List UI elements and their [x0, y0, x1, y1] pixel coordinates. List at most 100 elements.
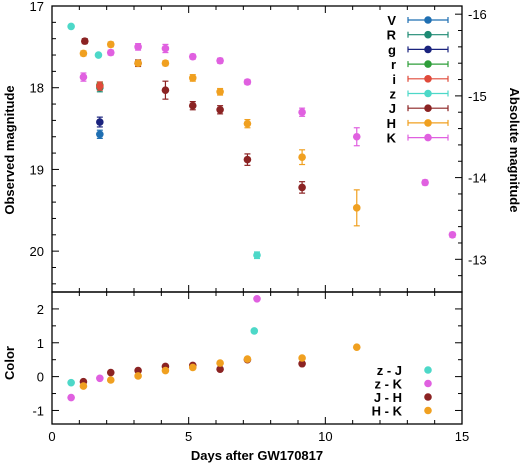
legend-label-r: r: [391, 57, 396, 72]
data-point-k: [79, 73, 88, 81]
x-tick-label: 10: [318, 429, 332, 444]
y-axis-label-absolute: Absolute magnitude: [507, 88, 520, 213]
data-point-v: [96, 130, 104, 139]
legend-marker-k: [424, 133, 432, 142]
legend-marker-j-h: [424, 393, 432, 401]
y-axis-label-observed: Observed magnitude: [2, 85, 17, 214]
data-point-k: [134, 43, 142, 51]
data-point-k: [106, 48, 115, 57]
legend-label-z: z: [390, 87, 397, 102]
data-point-j-h: [216, 365, 224, 373]
data-point-h-k: [79, 382, 88, 390]
data-point-h: [161, 59, 170, 67]
plot-frame: [51, 291, 463, 425]
data-point-j: [188, 101, 197, 110]
data-point-k: [421, 178, 429, 187]
data-point-k: [298, 108, 306, 117]
legend-label-r: R: [387, 28, 397, 43]
y-right-tick-label: -14: [468, 171, 487, 186]
y-tick-label: 17: [30, 0, 44, 14]
data-point-h-k: [188, 363, 197, 372]
data-point-z: [67, 22, 75, 31]
legend-label-z-k: z - K: [375, 377, 403, 392]
data-point-k: [216, 56, 224, 65]
legend-marker-v: [424, 16, 432, 24]
data-point-h: [352, 204, 361, 212]
legend-label-g: g: [388, 42, 396, 57]
data-point-h-k: [216, 359, 224, 367]
data-point-j: [216, 105, 224, 114]
legend-marker-g: [424, 45, 432, 54]
data-point-z: [94, 51, 103, 59]
data-point-h: [106, 40, 115, 49]
data-point-h-k: [106, 376, 115, 384]
legend-marker-z-k: [424, 379, 432, 388]
legend-label-j-h: J - H: [374, 390, 402, 405]
data-point-k: [243, 78, 252, 86]
plot-frame: [51, 5, 463, 293]
legend-marker-r: [424, 30, 432, 39]
legend-marker-h-k: [424, 406, 432, 415]
legend-label-h: H: [387, 116, 396, 131]
legend-marker-i: [424, 75, 432, 83]
y-right-tick-label: -15: [468, 89, 487, 104]
y-tick-label: 18: [30, 81, 44, 96]
legend-marker-r: [424, 60, 432, 68]
x-axis-label: Days after GW170817: [191, 448, 323, 463]
y-tick-label: 2: [37, 302, 44, 317]
legend-marker-z: [424, 89, 432, 98]
data-point-z-j: [250, 327, 259, 335]
legend-label-k: K: [387, 131, 397, 146]
data-point-g: [96, 118, 104, 126]
data-point-h: [134, 59, 142, 67]
data-point-j: [81, 37, 89, 45]
data-point-z-k: [253, 294, 261, 303]
data-point-z: [253, 251, 261, 260]
x-tick-label: 15: [455, 429, 469, 444]
data-point-z-j: [67, 378, 75, 387]
data-point-h-k: [134, 372, 142, 380]
data-point-h: [216, 88, 224, 96]
data-point-h-k: [161, 366, 170, 375]
data-point-i: [96, 82, 104, 90]
data-point-k: [448, 231, 457, 239]
legend-marker-h: [424, 119, 432, 127]
legend-label-v: V: [387, 13, 396, 28]
color-panel: 0 5 10 15 -1 0 1 2 z - Jz - KJ - HH - K: [32, 291, 469, 444]
data-point-j: [298, 183, 306, 192]
legend-label-z-j: z - J: [377, 363, 402, 378]
y-tick-label: 0: [37, 370, 44, 385]
data-point-h-k: [298, 354, 306, 362]
y-tick-label: 1: [37, 336, 44, 351]
data-point-h: [298, 153, 306, 161]
y-right-tick-label: -13: [468, 252, 487, 267]
x-tick-label: 5: [185, 429, 192, 444]
data-point-h: [188, 74, 197, 82]
legend-label-j: J: [389, 101, 396, 116]
data-point-z-k: [67, 393, 75, 402]
data-point-j-h: [134, 366, 142, 375]
data-point-h-k: [243, 355, 252, 363]
legend-label-h-k: H - K: [372, 404, 403, 419]
data-point-h: [79, 49, 88, 58]
data-point-h-k: [352, 343, 361, 351]
data-point-j-h: [106, 368, 115, 377]
data-point-k: [188, 52, 197, 61]
y-right-tick-label: -16: [468, 7, 487, 22]
legend-marker-z-j: [424, 366, 432, 374]
data-point-k: [161, 44, 170, 53]
y-tick-label: 20: [30, 244, 44, 259]
data-point-j-h: [298, 359, 306, 368]
data-point-k: [352, 132, 361, 141]
data-point-j: [161, 86, 170, 94]
y-tick-label: 19: [30, 162, 44, 177]
legend-marker-j: [424, 104, 432, 112]
y-tick-label: -1: [32, 403, 44, 418]
data-point-j: [243, 155, 252, 164]
data-point-z-k: [96, 374, 104, 383]
legend-label-i: i: [392, 72, 396, 87]
y-axis-label-color: Color: [2, 346, 17, 380]
data-point-h: [243, 119, 252, 128]
